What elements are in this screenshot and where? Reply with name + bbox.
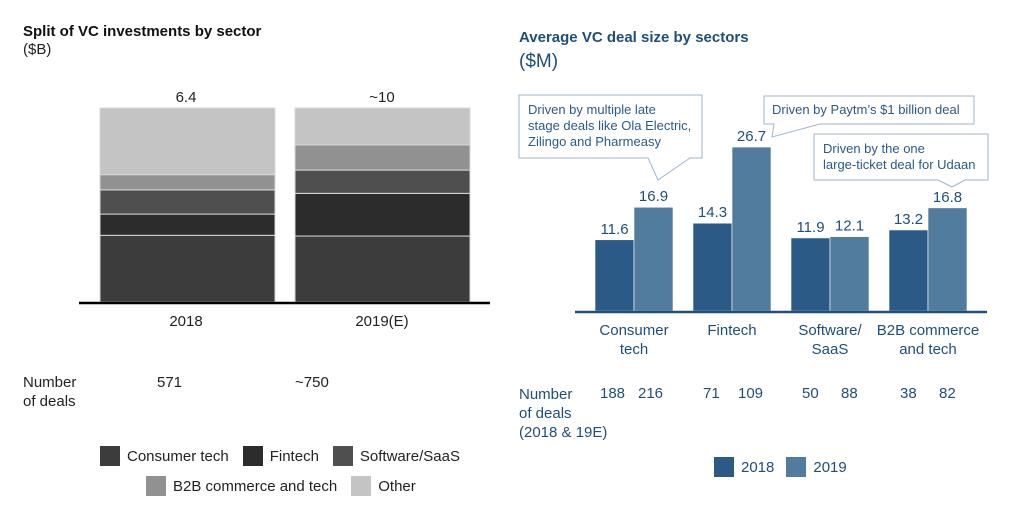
callout-fintech: Driven by Paytm’s $1 billion deal	[772, 102, 960, 118]
legend-swatch	[714, 457, 734, 477]
x-tick-software-saas: Software/SaaS	[780, 321, 880, 359]
callout-line: Zilingo and Pharmeasy	[528, 134, 661, 149]
stack-segment-b2b-commerce-and-tech-2019-e-	[294, 144, 471, 171]
callout-box-b2b	[813, 133, 989, 188]
total-label-2019: ~10	[369, 89, 395, 106]
deals-label-line: Number	[519, 386, 573, 403]
x-tick-line: Software/	[798, 322, 862, 339]
stack-segment-b2b-commerce-and-tech-2018	[99, 174, 276, 191]
legend-swatch	[146, 476, 166, 496]
bar-2019-1	[731, 146, 772, 312]
legend-consumer-tech: Consumer tech	[100, 446, 229, 466]
legend-swatch	[351, 476, 372, 496]
callout-box-fintech	[763, 95, 975, 138]
deals-saas-2018: 50	[802, 385, 819, 402]
stack-segment-software-saas-2018	[99, 189, 276, 215]
legend-2019: 2019	[786, 457, 847, 477]
data-label-2018-0: 11.6	[600, 221, 628, 238]
x-tick-2018: 2018	[169, 313, 203, 330]
x-tick-line: B2B commerce	[876, 322, 980, 339]
deals-label-line: of deals	[519, 405, 572, 422]
stack-segment-fintech-2019-e-	[294, 192, 471, 237]
legend-other: Other	[351, 476, 416, 496]
callout-line: Driven by multiple late	[528, 102, 656, 117]
stack-segment-software-saas-2019-e-	[294, 169, 471, 194]
bar-2018-3	[888, 229, 929, 312]
x-tick-2019e: 2019(E)	[355, 313, 409, 330]
deals-label-line: (2018 & 19E)	[519, 424, 608, 441]
x-tick-line: and tech	[899, 341, 957, 358]
legend-swatch	[242, 446, 263, 466]
bar-2019-2	[829, 236, 870, 312]
x-tick-b2b: B2B commerce and tech	[872, 321, 984, 359]
callout-line: Driven by Paytm’s $1 billion deal	[772, 102, 960, 117]
left-chart-title: Split of VC investments by sector	[23, 23, 262, 40]
right-deals-label: Number of deals (2018 & 19E)	[519, 385, 607, 442]
left-deals-2018: 571	[157, 374, 183, 391]
callout-box-consumer-tech	[518, 94, 703, 181]
legend-swatch	[332, 446, 353, 466]
deals-fintech-2018: 71	[703, 385, 720, 402]
callout-line: Driven by the one	[823, 141, 925, 156]
legend-label: B2B commerce and tech	[173, 477, 338, 495]
bar-2019-0	[633, 206, 674, 312]
legend-swatch	[786, 457, 807, 477]
x-tick-line: Fintech	[707, 322, 757, 339]
data-label-2018-3: 13.2	[894, 211, 923, 228]
left-deals-label-line2: of deals	[23, 393, 76, 410]
right-legend: 2018 2019	[714, 457, 847, 477]
legend-swatch	[100, 446, 120, 466]
left-chart-unit: ($B)	[23, 41, 52, 58]
legend-software-saas: Software/SaaS	[332, 446, 460, 466]
stack-segment-other-2018	[99, 107, 276, 176]
stack-segment-consumer-tech-2019-e-	[294, 235, 471, 303]
right-chart-unit: ($M)	[519, 51, 559, 72]
data-label-2019-0: 16.9	[639, 188, 668, 205]
deals-saas-2019: 88	[841, 385, 858, 402]
x-tick-line: tech	[619, 341, 649, 358]
legend-label: 2018	[741, 458, 775, 476]
left-deals-label-line1: Number	[23, 374, 77, 391]
legend-2018: 2018	[714, 457, 774, 477]
deals-ct-2018: 188	[600, 385, 626, 402]
stack-segment-fintech-2018	[99, 213, 276, 236]
x-tick-consumer-tech: Consumer tech	[584, 321, 684, 359]
x-tick-line: Consumer	[599, 322, 669, 339]
legend-fintech: Fintech	[242, 446, 319, 466]
callout-line: stage deals like Ola Electric,	[528, 118, 692, 133]
callout-consumer-tech: Driven by multiple late stage deals like…	[528, 102, 691, 150]
data-label-2019-1: 26.7	[737, 128, 766, 145]
bar-2018-1	[692, 222, 733, 312]
legend-label: Other	[378, 477, 416, 495]
deals-b2b-2019: 82	[939, 385, 956, 402]
legend-b2b: B2B commerce and tech	[146, 476, 337, 496]
data-label-2018-2: 11.9	[796, 219, 824, 236]
legend-label: Software/SaaS	[359, 447, 460, 465]
callout-b2b: Driven by the one large-ticket deal for …	[823, 141, 975, 173]
right-chart-title: Average VC deal size by sectors	[519, 29, 749, 46]
callout-line: large-ticket deal for Udaan	[823, 157, 976, 172]
legend-label: Consumer tech	[127, 447, 229, 465]
legend-label: 2019	[813, 458, 847, 476]
bar-2019-3	[927, 207, 968, 312]
left-deals-2019: ~750	[295, 374, 329, 391]
deals-b2b-2018: 38	[900, 385, 917, 402]
legend-label: Fintech	[269, 447, 319, 465]
left-legend-row1: Consumer tech Fintech Software/SaaS	[100, 446, 460, 466]
stack-segment-consumer-tech-2018	[99, 234, 276, 303]
total-label-2018: 6.4	[175, 89, 197, 106]
data-label-2018-1: 14.3	[698, 204, 727, 221]
deals-fintech-2019: 109	[738, 385, 764, 402]
x-tick-fintech: Fintech	[682, 321, 782, 340]
deals-ct-2019: 216	[638, 385, 664, 402]
bar-2018-0	[594, 239, 635, 312]
bar-2018-2	[790, 237, 831, 312]
x-tick-line: SaaS	[811, 341, 849, 358]
data-label-2019-2: 12.1	[835, 218, 864, 235]
stack-segment-other-2019-e-	[294, 107, 471, 146]
left-legend-row2: B2B commerce and tech Other	[146, 476, 416, 496]
data-label-2019-3: 16.8	[933, 189, 962, 206]
